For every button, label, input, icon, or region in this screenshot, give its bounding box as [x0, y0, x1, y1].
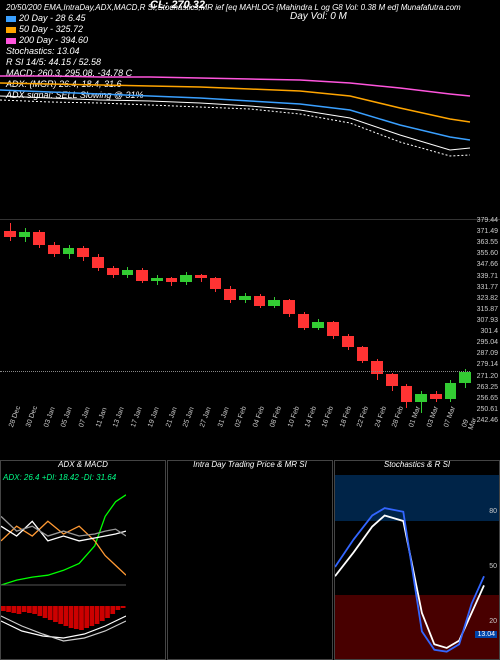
- candle: [92, 220, 104, 420]
- candle: [371, 220, 383, 420]
- intraday-panel: Intra Day Trading Price & MR SI: [167, 460, 333, 660]
- y-tick: 279.14: [477, 361, 498, 368]
- y-tick: 323.82: [477, 295, 498, 302]
- candle: [401, 220, 413, 420]
- candle-area: [0, 220, 470, 420]
- y-tick: 263.25: [477, 384, 498, 391]
- y-tick: 331.77: [477, 284, 498, 291]
- candle: [239, 220, 251, 420]
- y-tick: 363.55: [477, 239, 498, 246]
- y-tick: 256.65: [477, 395, 498, 402]
- adx-macd-panel: ADX & MACD ADX: 26.4 +DI: 18.42 -DI: 31.…: [0, 460, 166, 660]
- candle: [298, 220, 310, 420]
- candle: [283, 220, 295, 420]
- stoch-title: Stochastics & R SI: [335, 460, 499, 469]
- y-tick: 315.87: [477, 306, 498, 313]
- candle: [415, 220, 427, 420]
- y-tick: 339.71: [477, 273, 498, 280]
- candle: [254, 220, 266, 420]
- candle: [180, 220, 192, 420]
- candle: [312, 220, 324, 420]
- ema-panel: 20/50/200 EMA,IntraDay,ADX,MACD,R SI,Sto…: [0, 0, 500, 220]
- y-tick: 287.09: [477, 350, 498, 357]
- y-tick: 250.61: [477, 406, 498, 413]
- adx-title: ADX & MACD: [1, 460, 165, 469]
- intra-title: Intra Day Trading Price & MR SI: [168, 460, 332, 469]
- candle-panel: 379.44 371.49 363.55 355.60 347.66 339.71 331.…: [0, 220, 500, 460]
- candle: [166, 220, 178, 420]
- candle: [386, 220, 398, 420]
- y-tick: 347.66: [477, 261, 498, 268]
- stochastic-panel: Stochastics & R SI 80502013.04: [334, 460, 500, 660]
- candle: [4, 220, 16, 420]
- candle: [268, 220, 280, 420]
- candle: [430, 220, 442, 420]
- adx-chart: [1, 475, 126, 660]
- candle: [136, 220, 148, 420]
- candle: [357, 220, 369, 420]
- date-x-axis: 28 Dec30 Dec03 Jan05 Jan07 Jan11 Jan13 J…: [0, 420, 470, 460]
- price-y-axis: 379.44 371.49 363.55 355.60 347.66 339.71 331.…: [470, 220, 500, 420]
- candle: [445, 220, 457, 420]
- y-tick: 307.93: [477, 317, 498, 324]
- candle: [151, 220, 163, 420]
- candle: [224, 220, 236, 420]
- candle: [107, 220, 119, 420]
- y-tick: 271.20: [477, 373, 498, 380]
- indicator-row: ADX & MACD ADX: 26.4 +DI: 18.42 -DI: 31.…: [0, 460, 500, 660]
- candle: [19, 220, 31, 420]
- y-tick: 379.44: [477, 217, 498, 224]
- y-tick: 301.4: [480, 328, 498, 335]
- candle: [77, 220, 89, 420]
- candle: [48, 220, 60, 420]
- candle: [195, 220, 207, 420]
- y-tick: 295.04: [477, 339, 498, 346]
- y-tick: 242.46: [477, 417, 498, 424]
- candle: [33, 220, 45, 420]
- y-tick: 371.49: [477, 228, 498, 235]
- candle: [327, 220, 339, 420]
- candle: [342, 220, 354, 420]
- y-tick: 355.60: [477, 250, 498, 257]
- candle: [210, 220, 222, 420]
- stoch-chart: 80502013.04: [335, 475, 499, 659]
- candle: [63, 220, 75, 420]
- candle: [122, 220, 134, 420]
- ema-chart: [0, 0, 500, 220]
